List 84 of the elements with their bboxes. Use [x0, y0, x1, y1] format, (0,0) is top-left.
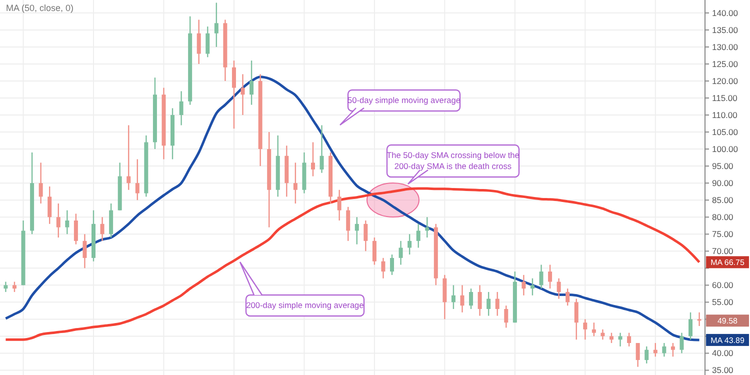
candlestick — [196, 19, 201, 65]
candlestick — [65, 210, 70, 235]
candlestick — [390, 254, 394, 276]
candlestick — [109, 202, 114, 238]
candlestick — [442, 274, 447, 320]
y-tick-label: 105.00 — [712, 127, 738, 138]
y-tick-label: 60.00 — [712, 280, 734, 290]
candlestick — [214, 2, 218, 48]
y-tick-label: 40.00 — [712, 348, 734, 358]
y-tick-label: 125.00 — [712, 58, 738, 69]
candlestick — [495, 291, 500, 316]
candlestick — [522, 274, 526, 296]
y-tick-label: 75.00 — [712, 229, 734, 240]
candlestick — [478, 284, 482, 316]
candlestick — [644, 346, 649, 364]
annotation: 200-day simple moving average — [246, 300, 364, 310]
y-tick-label: 90.00 — [712, 178, 734, 188]
candlestick — [451, 284, 456, 310]
candlestick — [82, 234, 87, 269]
annotation: MA (50, close, 0) — [6, 3, 74, 13]
y-tick-label: 130.00 — [712, 42, 738, 52]
candlestick — [74, 213, 78, 245]
candlestick — [688, 312, 693, 340]
candlestick — [670, 342, 675, 358]
candlestick — [337, 189, 342, 222]
candlestick — [320, 124, 324, 174]
candlestick — [310, 142, 315, 177]
candlestick — [12, 281, 16, 293]
candlestick — [293, 162, 298, 204]
y-tick-label: 95.00 — [712, 161, 734, 172]
y-tick-label: 35.00 — [712, 365, 734, 375]
candlestick — [574, 298, 578, 340]
candlestick — [346, 206, 350, 242]
candlestick — [232, 60, 236, 130]
candlestick — [636, 342, 640, 368]
y-tick-label: 100.00 — [712, 144, 738, 154]
candlestick — [135, 158, 140, 201]
candlestick — [381, 257, 386, 279]
candlestick — [398, 240, 403, 266]
candlestick — [566, 288, 570, 306]
candlestick — [4, 281, 8, 293]
candlestick — [38, 162, 43, 204]
candlestick — [680, 332, 684, 354]
candlestick — [460, 284, 464, 313]
candlestick — [206, 26, 210, 58]
line-series — [4, 187, 701, 341]
candlestick — [592, 322, 596, 337]
candlestick — [609, 332, 614, 344]
candlestick — [408, 234, 412, 256]
y-tick-label: 80.00 — [712, 212, 734, 222]
candlestick — [126, 124, 131, 190]
candlestick — [556, 278, 561, 300]
candlestick — [179, 90, 184, 126]
candlestick — [364, 220, 368, 252]
candlestick — [100, 216, 104, 242]
candlestick — [618, 332, 622, 348]
candlestick — [48, 186, 52, 225]
candlestick — [548, 264, 552, 290]
y-tick-label: 115.00 — [712, 92, 738, 103]
candlestick — [416, 223, 420, 248]
y-tick-label: 85.00 — [712, 195, 734, 206]
y-tick-label: 55.00 — [712, 297, 734, 308]
y-tick-label: 135.00 — [712, 24, 738, 35]
candlestick — [697, 312, 702, 327]
candlestick — [354, 216, 359, 245]
candlestick — [662, 342, 666, 358]
text: MA 66.75 — [710, 258, 745, 267]
text: MA 43.89 — [710, 336, 745, 345]
candlestick — [372, 236, 376, 266]
candlestick — [530, 278, 534, 296]
y-tick-label: 70.00 — [712, 246, 734, 256]
candlestick — [504, 304, 508, 328]
candlestick — [486, 291, 491, 316]
candlestick — [583, 318, 588, 340]
text: 49.58 — [717, 316, 738, 326]
candlestick — [539, 264, 544, 290]
candlestick — [469, 288, 474, 310]
candlestick — [250, 60, 254, 106]
candlestick — [240, 74, 245, 116]
y-tick-label: 120.00 — [712, 76, 738, 86]
y-tick-label: 140.00 — [712, 8, 738, 18]
candlestick — [627, 332, 632, 348]
candlestick — [56, 202, 60, 238]
y-tick-label: 110.00 — [712, 110, 738, 120]
